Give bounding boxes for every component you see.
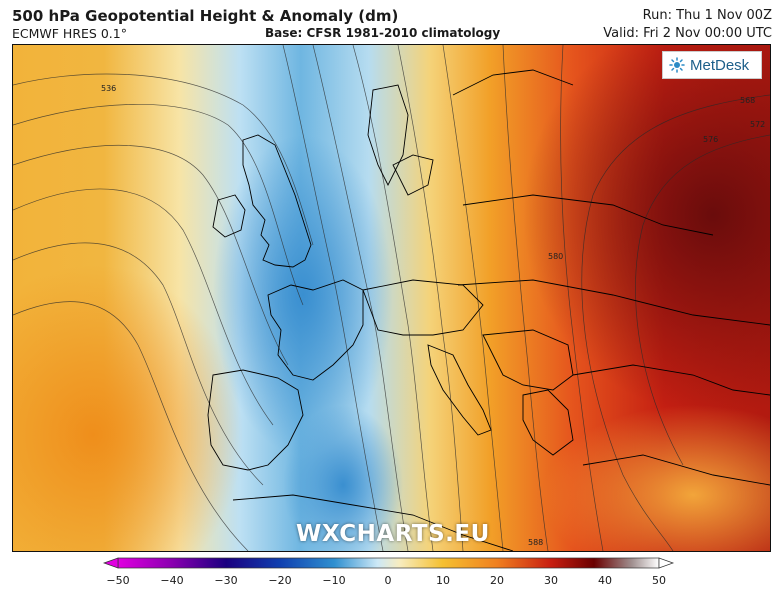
contour-label: 580 bbox=[548, 252, 563, 261]
model-label: ECMWF HRES 0.1° bbox=[12, 26, 127, 41]
colorbar-low-extension bbox=[102, 557, 119, 569]
colorbar-tick-label: −10 bbox=[322, 574, 346, 587]
metdesk-logo-icon bbox=[669, 57, 685, 73]
colorbar-tick-label: 20 bbox=[490, 574, 504, 587]
colorbar-tick-label: −20 bbox=[268, 574, 292, 587]
contour-label: 576 bbox=[703, 135, 718, 144]
contour-label: 536 bbox=[101, 84, 116, 93]
colorbar-scale bbox=[117, 557, 660, 569]
wxcharts-watermark: WXCHARTS.EU bbox=[296, 521, 490, 547]
contour-label: 588 bbox=[528, 538, 543, 547]
valid-time-label: Valid: Fri 2 Nov 00:00 UTC bbox=[603, 26, 772, 41]
map-title: 500 hPa Geopotential Height & Anomaly (d… bbox=[12, 7, 399, 25]
colorbar-tick-label: −40 bbox=[160, 574, 184, 587]
anomaly-map: 536 568 572 576 580 588 MetDesk WXCHARTS… bbox=[12, 44, 771, 552]
climatology-base-label: Base: CFSR 1981-2010 climatology bbox=[265, 26, 501, 40]
colorbar-tick-label: 40 bbox=[598, 574, 612, 587]
metdesk-logo-text: MetDesk bbox=[690, 56, 750, 74]
contour-label: 568 bbox=[740, 96, 755, 105]
map-canvas: 536 568 572 576 580 588 bbox=[13, 45, 770, 551]
anomaly-colorbar bbox=[102, 557, 675, 569]
colorbar-high-extension bbox=[658, 557, 675, 569]
colorbar-tick-label: 10 bbox=[436, 574, 450, 587]
colorbar-tick-label: 30 bbox=[544, 574, 558, 587]
colorbar-tick-label: 0 bbox=[384, 574, 392, 587]
colorbar-tick-label: 50 bbox=[652, 574, 666, 587]
height-contours bbox=[13, 45, 770, 551]
colorbar-tick-label: −50 bbox=[106, 574, 130, 587]
contour-label: 572 bbox=[750, 120, 765, 129]
colorbar-tick-label: −30 bbox=[214, 574, 238, 587]
metdesk-logo: MetDesk bbox=[662, 51, 762, 79]
coastlines bbox=[207, 69, 770, 551]
run-time-label: Run: Thu 1 Nov 00Z bbox=[642, 8, 772, 23]
